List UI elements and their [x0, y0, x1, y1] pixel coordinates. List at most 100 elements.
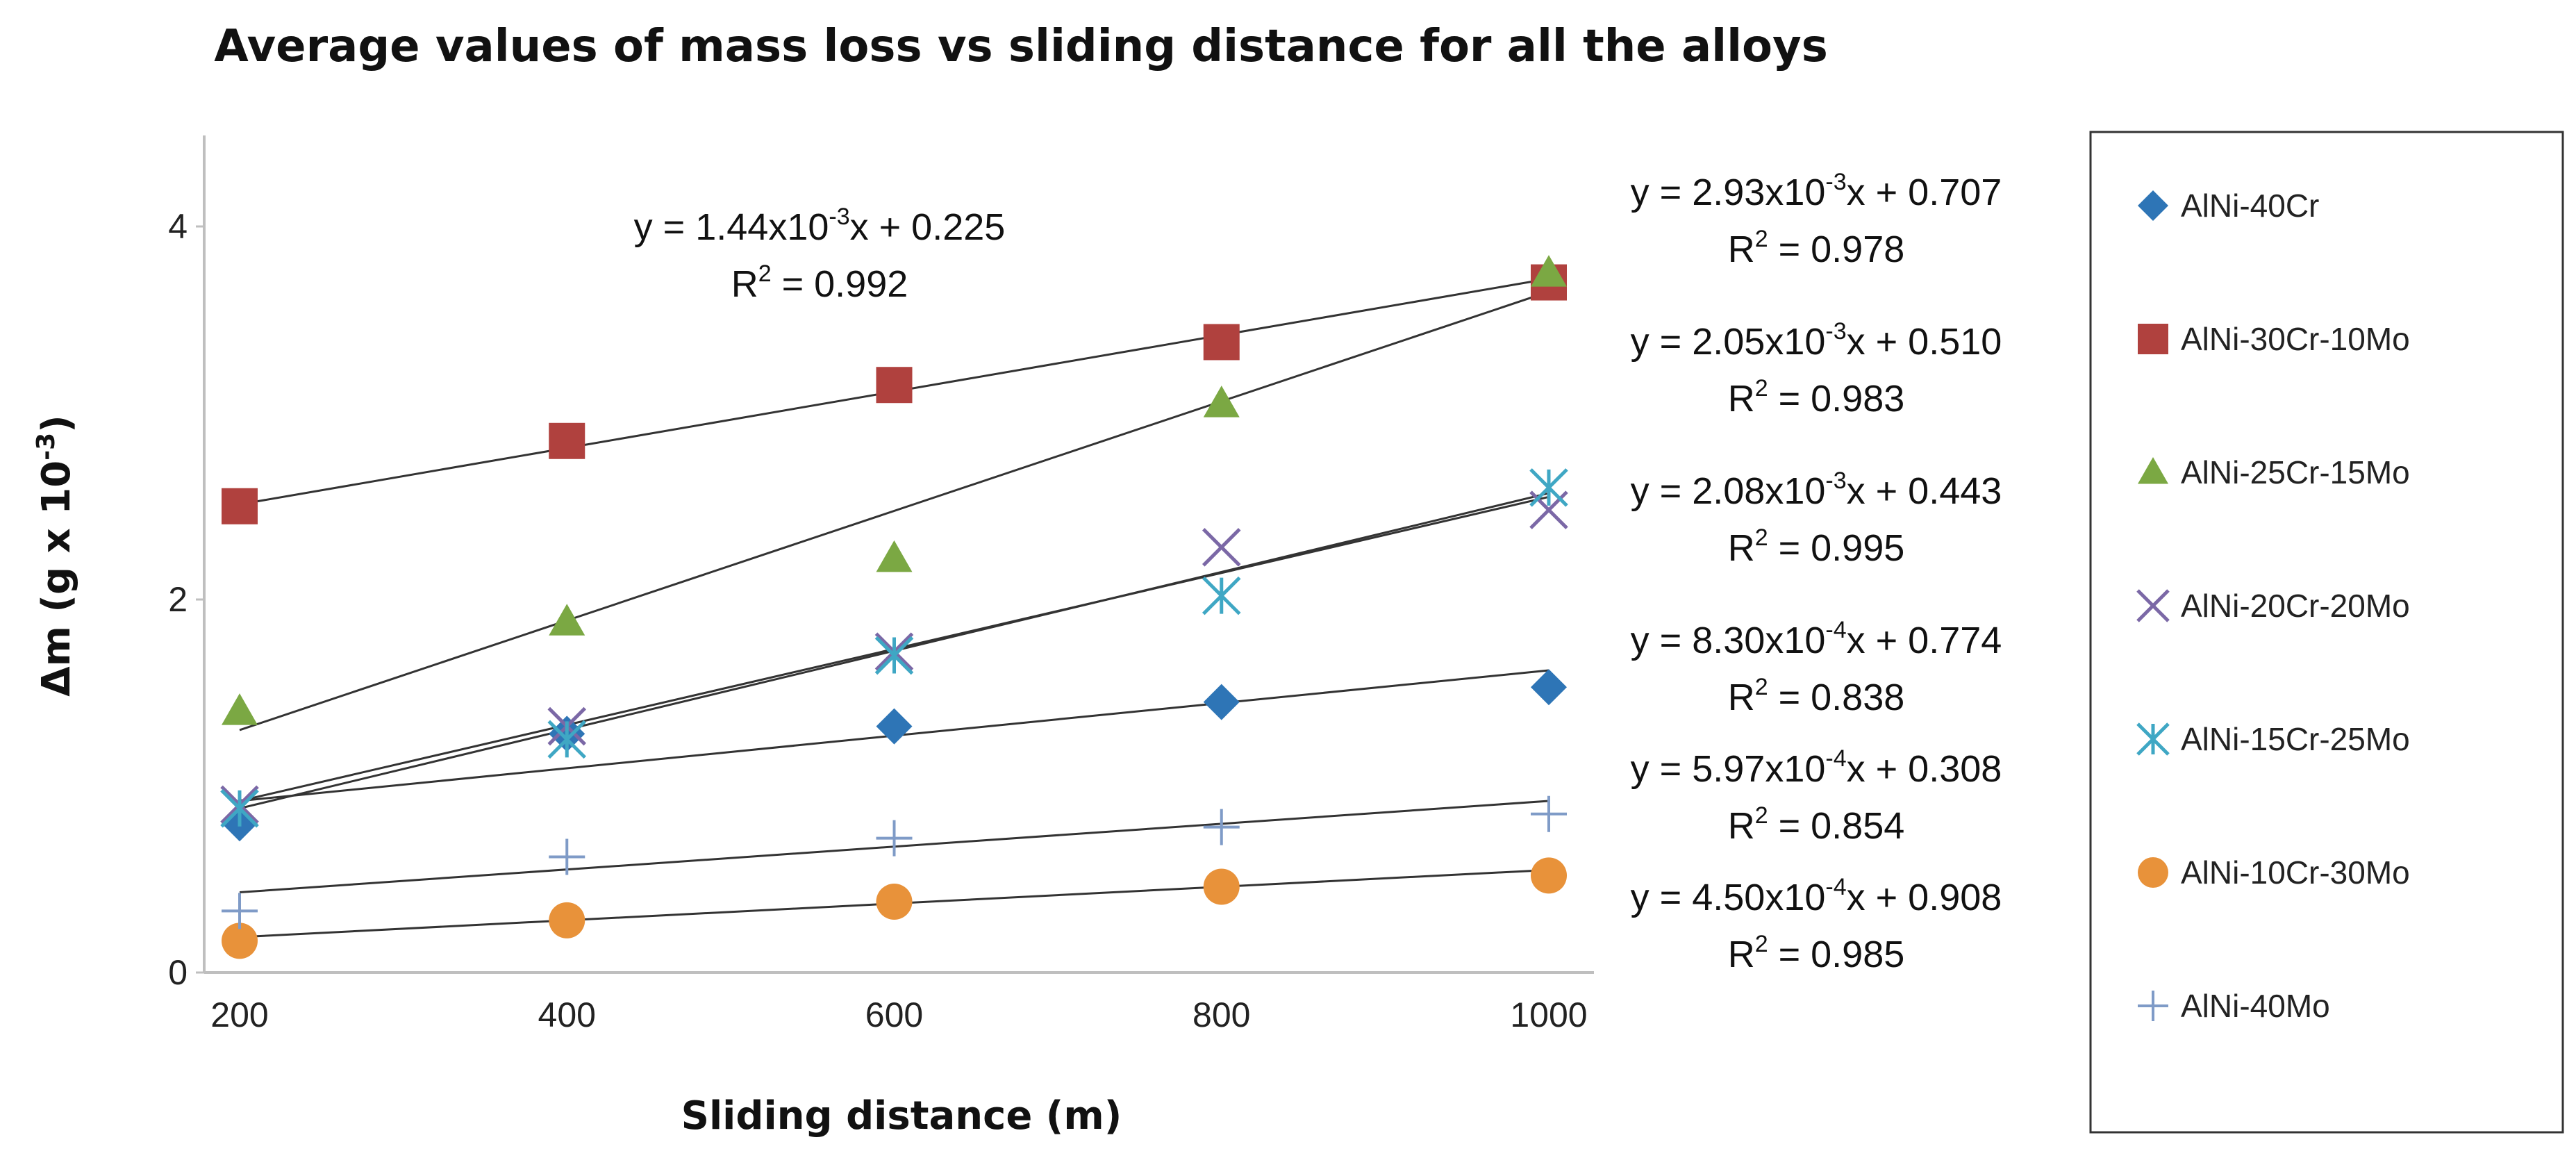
r-squared-label: R	[1728, 229, 1755, 270]
data-point	[876, 367, 913, 404]
r-squared-label: R	[1728, 934, 1755, 975]
equation-text: x + 0.225	[850, 206, 1006, 248]
equation-text: y = 4.50x10	[1631, 877, 1826, 918]
data-point	[222, 693, 258, 725]
legend-label: AlNi-20Cr-20Mo	[2181, 588, 2410, 624]
axes	[203, 135, 1594, 974]
equation-exponent: -3	[1825, 169, 1846, 195]
y-tick-label: 4	[168, 207, 188, 246]
y-axis-label-exp: -3	[32, 433, 60, 461]
data-point	[549, 604, 585, 636]
legend-marker	[2136, 589, 2170, 622]
data-point	[1203, 324, 1240, 361]
equation-text: y = 2.93x10	[1631, 172, 1826, 213]
r-squared: R2 = 0.983	[1728, 375, 1905, 420]
data-point	[1531, 669, 1567, 706]
data-point	[876, 883, 913, 920]
r-squared-value: = 0.995	[1768, 527, 1905, 569]
data-point	[1203, 868, 1240, 905]
legend-box	[2089, 131, 2564, 1134]
x-tick-label: 400	[538, 995, 596, 1034]
r-squared-label: R	[1728, 677, 1755, 718]
r-squared-exponent: 2	[1755, 226, 1768, 252]
r-squared-value: = 0.978	[1768, 229, 1905, 270]
legend-label: AlNi-40Cr	[2181, 188, 2319, 224]
r-squared: R2 = 0.992	[731, 260, 908, 305]
x-tick-label: 200	[210, 995, 268, 1034]
legend-label: AlNi-15Cr-25Mo	[2181, 721, 2410, 757]
data-point	[1531, 255, 1567, 287]
r-squared-exponent: 2	[1755, 524, 1768, 551]
trendline-equation: y = 1.44x10-3x + 0.225	[634, 204, 1006, 248]
data-point	[1202, 576, 1241, 615]
r-squared-value: = 0.854	[1768, 805, 1905, 847]
data-markers	[220, 255, 1568, 959]
trendline-equation: y = 2.93x10-3x + 0.707	[1631, 169, 2002, 213]
equation-text: x + 0.774	[1847, 620, 2002, 661]
data-point	[874, 636, 914, 675]
r-squared: R2 = 0.838	[1728, 674, 1905, 718]
r-squared-exponent: 2	[1755, 931, 1768, 957]
r-squared-exponent: 2	[1755, 802, 1768, 829]
data-point	[1529, 468, 1568, 507]
trendline-equation: y = 8.30x10-4x + 0.774	[1631, 617, 2002, 661]
legend-label: AlNi-25Cr-15Mo	[2181, 454, 2410, 490]
data-point	[1531, 857, 1567, 894]
data-point	[547, 720, 587, 759]
legend-label: AlNi-40Mo	[2181, 988, 2330, 1024]
y-ticks: 0 2 4	[168, 207, 204, 992]
data-point	[222, 893, 258, 929]
x-tick-label: 800	[1193, 995, 1250, 1034]
equation-text: x + 0.510	[1847, 321, 2002, 363]
y-axis-label: Δm (g x 10-3)	[32, 415, 79, 697]
equation-exponent: -4	[1825, 745, 1846, 772]
x-tick-label: 600	[865, 995, 923, 1034]
r-squared-exponent: 2	[1755, 375, 1768, 402]
legend-label: AlNi-10Cr-30Mo	[2181, 854, 2410, 891]
r-squared: R2 = 0.985	[1728, 931, 1905, 975]
r-squared: R2 = 0.995	[1728, 524, 1905, 569]
trendline-equation: y = 2.05x10-3x + 0.510	[1631, 318, 2002, 363]
r-squared-label: R	[1728, 805, 1755, 847]
data-point	[876, 820, 913, 857]
equation-exponent: -4	[1825, 617, 1846, 643]
legend-marker	[2138, 324, 2168, 354]
data-point	[222, 923, 258, 959]
x-tick-label: 1000	[1510, 995, 1587, 1034]
r-squared-value: = 0.992	[772, 263, 908, 305]
chart-title: Average values of mass loss vs sliding d…	[214, 21, 1828, 72]
data-point	[876, 708, 913, 745]
y-tick-label: 2	[168, 580, 188, 619]
equation-text: x + 0.443	[1847, 470, 2002, 512]
data-point	[1203, 809, 1240, 845]
equation-text: y = 5.97x10	[1631, 748, 1826, 790]
data-point	[549, 422, 585, 459]
trendline-equation: y = 5.97x10-4x + 0.308	[1631, 745, 2002, 790]
r-squared: R2 = 0.978	[1728, 226, 1905, 270]
equation-exponent: -3	[1825, 468, 1846, 494]
equation-text: y = 8.30x10	[1631, 620, 1826, 661]
data-point	[1531, 795, 1567, 832]
data-point	[1202, 528, 1241, 567]
x-ticks: 200 400 600 800 1000	[210, 995, 1587, 1034]
r-squared-value: = 0.838	[1768, 677, 1905, 718]
r-squared: R2 = 0.854	[1728, 802, 1905, 847]
data-point	[549, 838, 585, 875]
y-tick-label: 0	[168, 953, 188, 992]
equation-exponent: -4	[1825, 874, 1846, 900]
data-point	[876, 540, 913, 572]
data-point	[222, 488, 258, 524]
r-squared-label: R	[1728, 527, 1755, 569]
data-point	[1203, 386, 1240, 417]
y-axis-label-close: )	[34, 415, 79, 433]
equation-text: y = 2.05x10	[1631, 321, 1826, 363]
equation-text: x + 0.707	[1847, 172, 2002, 213]
r-squared-exponent: 2	[1755, 674, 1768, 700]
r-squared-value: = 0.983	[1768, 378, 1905, 420]
y-axis-label-main: Δm (g x 10	[34, 461, 79, 697]
equation-text: x + 0.308	[1847, 748, 2002, 790]
legend-marker	[2138, 857, 2168, 888]
legend-marker	[2136, 722, 2170, 756]
